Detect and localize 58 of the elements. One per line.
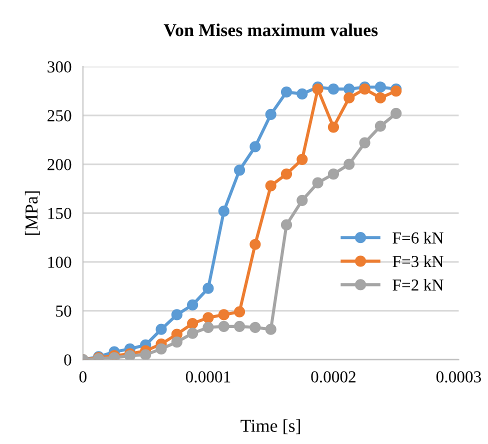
x-axis-title: Time [s] (240, 419, 300, 434)
point (280, 219, 292, 230)
point (390, 108, 402, 120)
point (218, 206, 230, 217)
y-tick-label: 50 (56, 306, 72, 317)
point (171, 309, 182, 320)
chart-title: Von Mises maximum values (164, 24, 378, 36)
y-tick-label: 150 (48, 208, 72, 220)
point (344, 84, 355, 95)
point (218, 320, 230, 332)
point (202, 322, 214, 333)
legend-label: F=3 kN (392, 255, 444, 268)
legend-label: F=2 kN (392, 278, 444, 291)
x-tick-label: 0.0003 (436, 371, 481, 383)
point (280, 168, 292, 180)
point (265, 324, 276, 335)
point (202, 312, 214, 324)
point (156, 343, 167, 354)
point (234, 306, 246, 318)
x-tick-label: 0.0002 (311, 371, 356, 383)
point (374, 82, 386, 93)
point (280, 86, 292, 98)
point (344, 92, 355, 104)
point (328, 84, 340, 95)
point (187, 318, 198, 330)
y-tick-label: 100 (48, 256, 72, 268)
point (250, 238, 261, 250)
point (296, 154, 308, 165)
point (234, 164, 246, 176)
point (265, 108, 276, 120)
y-tick-label: 200 (48, 158, 72, 170)
point (156, 324, 167, 335)
point (374, 120, 386, 132)
point (344, 158, 355, 170)
legend-label: F=6 kN (392, 232, 444, 244)
point (328, 168, 340, 180)
point (202, 282, 214, 294)
point (296, 88, 308, 100)
point (187, 328, 198, 339)
point (218, 309, 230, 320)
point (234, 320, 246, 332)
point (250, 322, 261, 333)
point (359, 137, 370, 148)
point (328, 122, 340, 133)
point (250, 141, 261, 152)
point (374, 92, 386, 104)
point (296, 194, 308, 206)
y-tick-label: 0 (64, 354, 72, 366)
point (312, 177, 324, 188)
y-tick-label: 250 (48, 110, 72, 122)
point (171, 336, 182, 348)
y-tick-label: 300 (48, 61, 72, 73)
point (187, 299, 198, 310)
point (265, 180, 276, 192)
point (140, 349, 152, 360)
x-tick-label: 0.0001 (186, 371, 230, 383)
y-axis-title: [MPa] (24, 191, 40, 235)
x-tick-label: 0 (79, 371, 86, 382)
